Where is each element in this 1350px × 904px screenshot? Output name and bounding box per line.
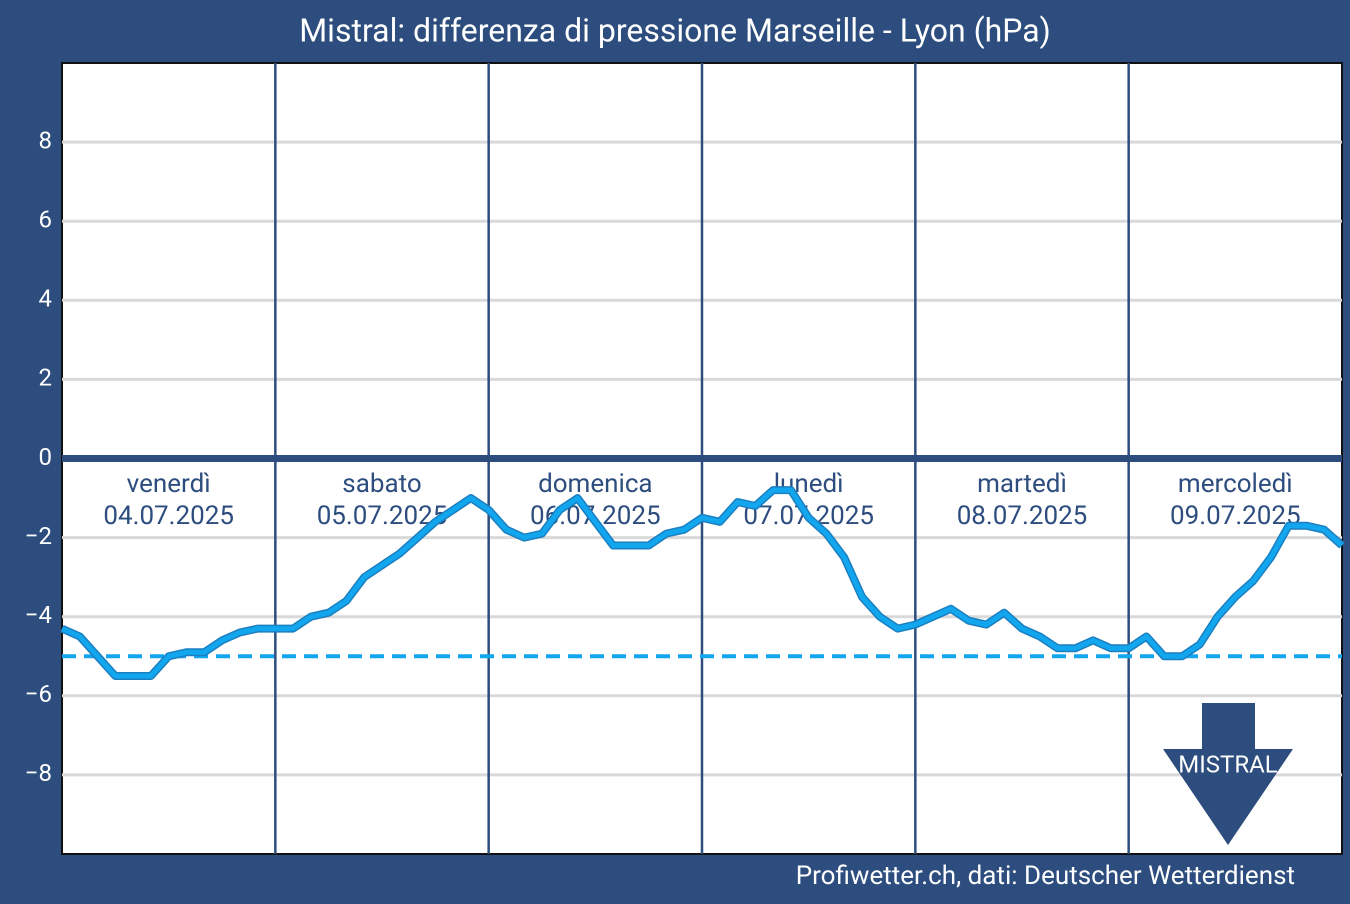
day-name: lunedì — [774, 469, 844, 499]
chart-title: Mistral: differenza di pressione Marseil… — [299, 11, 1051, 49]
day-name: mercoledì — [1178, 469, 1293, 499]
line — [60, 487, 1344, 679]
y-tick-label: 6 — [39, 206, 53, 234]
day-date: 09.07.2025 — [1170, 501, 1301, 531]
day-date: 04.07.2025 — [103, 501, 234, 531]
y-tick-label: −2 — [25, 522, 52, 550]
y-tick-label: −4 — [25, 601, 52, 629]
y-tick-label: 2 — [39, 364, 53, 392]
day-date: 08.07.2025 — [957, 501, 1088, 531]
source: Profiwetter.ch, dati: Deutscher Wetterdi… — [796, 861, 1295, 891]
y-tick-label: 8 — [39, 126, 53, 154]
day-name: venerdì — [127, 469, 211, 499]
day-name: sabato — [342, 469, 421, 499]
day-name: domenica — [538, 469, 653, 499]
day-name: martedì — [977, 469, 1067, 499]
y-tick-label: 0 — [39, 443, 53, 471]
annotation: MISTRAL — [1178, 750, 1277, 778]
y-tick-label: −6 — [25, 680, 52, 708]
y-tick-label: −8 — [25, 759, 52, 787]
y-tick-label: 4 — [39, 285, 53, 313]
mistral-arrow — [1163, 703, 1293, 845]
